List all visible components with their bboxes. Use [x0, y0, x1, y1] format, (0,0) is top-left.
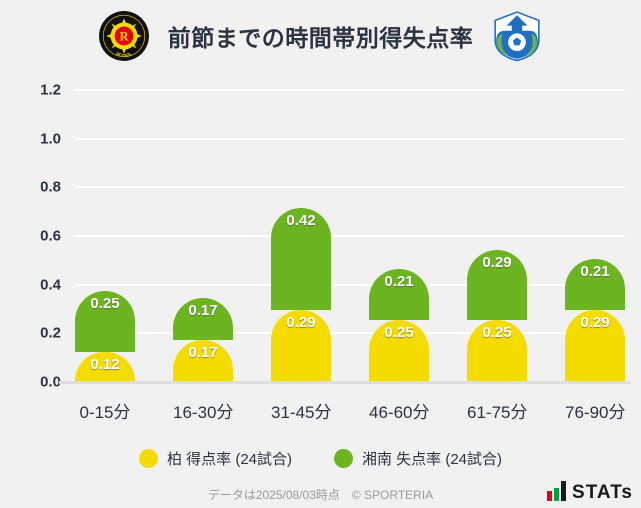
- bar-value-label: 0.29: [286, 314, 316, 332]
- bar-value-label: 0.25: [482, 324, 512, 342]
- bar-segment-scored[interactable]: 0.29: [565, 310, 625, 381]
- bar-value-label: 0.25: [90, 294, 120, 312]
- legend-item-label: 柏 得点率 (24試合): [166, 451, 292, 468]
- bar-segment-scored[interactable]: 0.25: [467, 320, 527, 381]
- bar-segment-conceded[interactable]: 0.21: [565, 259, 625, 311]
- y-axis-tick-label: 0.0: [40, 373, 61, 391]
- x-axis-line: [59, 381, 631, 384]
- bar-group[interactable]: 0.42 0.29: [271, 89, 331, 381]
- green-dot: [334, 449, 353, 468]
- bar-segment-scored[interactable]: 0.12: [75, 351, 135, 381]
- bar-group[interactable]: 0.21 0.25: [369, 89, 429, 381]
- x-axis-tick-label: 46-60分: [369, 403, 430, 422]
- bar-value-label: 0.21: [580, 263, 610, 281]
- y-axis-tick-label: 1.2: [40, 81, 61, 99]
- legend-item[interactable]: 湘南 失点率 (24試合): [334, 448, 502, 469]
- bar-value-label: 0.42: [286, 212, 316, 230]
- x-axis-tick-label: 16-30分: [173, 403, 234, 422]
- bar-value-label: 0.21: [384, 273, 414, 291]
- bar-value-label: 0.17: [188, 343, 218, 361]
- stats-bar-green: [554, 488, 560, 501]
- bar-group[interactable]: 0.25 0.12: [75, 89, 135, 381]
- yellow-dot: [138, 449, 158, 468]
- y-axis-tick-label: 0.6: [40, 227, 61, 245]
- bar-series-container: 0.25 0.12 0.17 0.17 0.42 0.29 0.21 0.25 0.29 0.25…: [75, 89, 625, 381]
- y-axis-tick-label: 1.0: [40, 130, 61, 148]
- bar-segment-conceded[interactable]: 0.25: [75, 290, 135, 352]
- chart-plot-area: 0.0 0.2 0.4 0.6 0.8 1.0 1.2 0.25 0.12 0.17 0.17 0.…: [0, 72, 641, 392]
- bar-segment-scored[interactable]: 0.17: [173, 339, 233, 381]
- x-axis-tick-label: 0-15分: [79, 403, 131, 422]
- bar-segment-conceded[interactable]: 0.17: [173, 298, 233, 340]
- svg-text:R: R: [119, 30, 129, 44]
- stats-brand-text: STATs: [572, 482, 633, 503]
- bar-segment-conceded[interactable]: 0.42: [271, 208, 331, 311]
- bar-segment-conceded[interactable]: 0.29: [467, 249, 527, 321]
- x-axis-labels: 0-15分 16-30分 31-45分 46-60分 61-75分 76-90分: [75, 398, 625, 423]
- gridline: 0.2: [40, 325, 625, 342]
- legend-item[interactable]: 柏 得点率 (24試合): [138, 448, 292, 469]
- gridline: 1.0: [40, 130, 625, 147]
- data-source-note: データは2025/08/03時点 © SPORTERIA: [207, 488, 434, 502]
- bar-group[interactable]: 0.29 0.25: [467, 89, 527, 381]
- stats-bar-black: [561, 481, 567, 501]
- gridline: 0.4: [40, 276, 625, 293]
- x-axis-tick-label: 61-75分: [467, 403, 528, 422]
- bar-value-label: 0.25: [384, 324, 414, 342]
- chart-header: R KASHIWA REYSOL 前節までの時間帯別得失点率: [0, 0, 641, 72]
- chart-footer: データは2025/08/03時点 © SPORTERIA STATs: [0, 481, 641, 508]
- page-title: 前節までの時間帯別得失点率: [167, 25, 474, 51]
- stats-bar-logo: [547, 481, 567, 501]
- bar-value-label: 0.29: [482, 253, 512, 271]
- y-axis-tick-label: 0.2: [40, 324, 61, 342]
- gridline: 1.2: [40, 82, 625, 99]
- y-axis-tick-label: 0.4: [40, 276, 61, 294]
- kashiwa-reysol-logo: R KASHIWA REYSOL: [98, 10, 150, 62]
- gridline: 0.6: [40, 228, 625, 245]
- svg-text:REYSOL: REYSOL: [115, 51, 133, 58]
- y-axis-tick-label: 0.8: [40, 178, 61, 196]
- shonan-bellmare-logo: [491, 10, 543, 62]
- bar-value-label: 0.12: [90, 355, 120, 373]
- stats-bar-red: [547, 491, 553, 501]
- bar-value-label: 0.17: [188, 302, 218, 320]
- legend-item-label: 湘南 失点率 (24試合): [362, 451, 503, 468]
- gridline: 0.8: [40, 179, 625, 196]
- x-axis-tick-label: 31-45分: [271, 403, 332, 422]
- stats-brand-logo: STATs: [547, 481, 633, 503]
- bar-segment-conceded[interactable]: 0.21: [369, 269, 429, 321]
- bar-group[interactable]: 0.17 0.17: [173, 89, 233, 381]
- bar-value-label: 0.29: [580, 314, 610, 332]
- chart-legend: 柏 得点率 (24試合) 湘南 失点率 (24試合): [0, 448, 641, 469]
- x-axis-tick-label: 76-90分: [565, 403, 626, 422]
- bar-segment-scored[interactable]: 0.25: [369, 320, 429, 381]
- bar-group[interactable]: 0.21 0.29: [565, 89, 625, 381]
- bar-segment-scored[interactable]: 0.29: [271, 310, 331, 381]
